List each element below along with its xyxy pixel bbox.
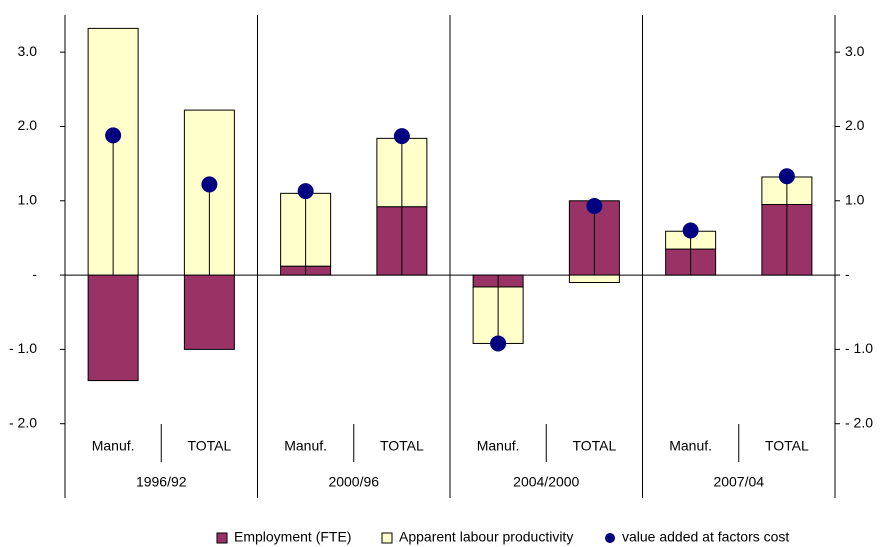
y2-tick-label: 3.0 — [845, 43, 865, 59]
dot — [586, 197, 603, 214]
y-tick-label: 3.0 — [18, 43, 38, 59]
dot — [201, 176, 218, 193]
x-tick-label: TOTAL — [380, 438, 424, 454]
dot — [393, 128, 410, 145]
legend-label: value added at factors cost — [622, 529, 789, 545]
dot — [105, 127, 122, 144]
bar — [87, 274, 139, 382]
legend-label: Employment (FTE) — [234, 529, 351, 545]
group-label: 1996/92 — [136, 474, 187, 490]
y-tick-label: - 1.0 — [9, 340, 37, 356]
y-tick-label: - 2.0 — [9, 414, 37, 430]
x-tick-label: Manuf. — [477, 438, 520, 454]
y2-tick-label: - 2.0 — [845, 414, 873, 430]
y-tick-label: 1.0 — [18, 191, 38, 207]
dot — [778, 168, 795, 185]
y2-tick-label: 2.0 — [845, 117, 865, 133]
bar — [568, 274, 620, 284]
y2-tick-label: - — [845, 266, 850, 282]
x-tick-label: Manuf. — [284, 438, 327, 454]
group-label: 2007/04 — [713, 474, 764, 490]
x-tick-label: Manuf. — [669, 438, 712, 454]
y-tick-label: - — [32, 266, 37, 282]
x-tick-label: TOTAL — [572, 438, 616, 454]
legend-swatch — [216, 532, 228, 544]
dot — [297, 183, 314, 200]
legend-label: Apparent labour productivity — [399, 529, 573, 545]
x-tick-label: Manuf. — [92, 438, 135, 454]
dot — [682, 222, 699, 239]
bar — [183, 274, 235, 350]
y2-tick-label: - 1.0 — [845, 340, 873, 356]
legend-swatch — [605, 533, 615, 543]
x-tick-label: TOTAL — [765, 438, 809, 454]
group-label: 2000/96 — [328, 474, 379, 490]
dot — [490, 335, 507, 352]
y2-tick-label: 1.0 — [845, 191, 865, 207]
legend-swatch — [381, 532, 393, 544]
y-tick-label: 2.0 — [18, 117, 38, 133]
x-tick-label: TOTAL — [187, 438, 231, 454]
group-label: 2004/2000 — [513, 474, 579, 490]
